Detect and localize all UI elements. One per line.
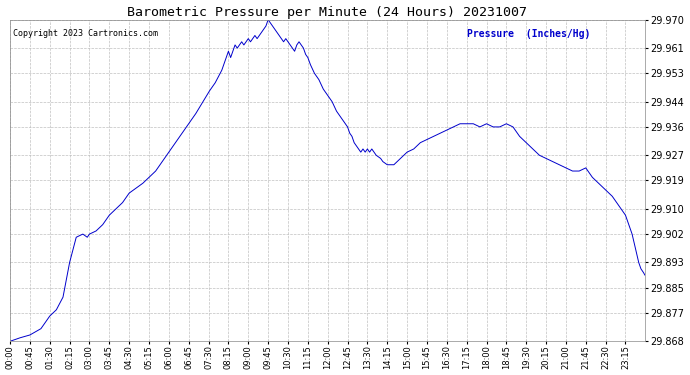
Text: Pressure  (Inches/Hg): Pressure (Inches/Hg) [467, 29, 591, 39]
Text: Copyright 2023 Cartronics.com: Copyright 2023 Cartronics.com [13, 29, 158, 38]
Title: Barometric Pressure per Minute (24 Hours) 20231007: Barometric Pressure per Minute (24 Hours… [128, 6, 527, 18]
